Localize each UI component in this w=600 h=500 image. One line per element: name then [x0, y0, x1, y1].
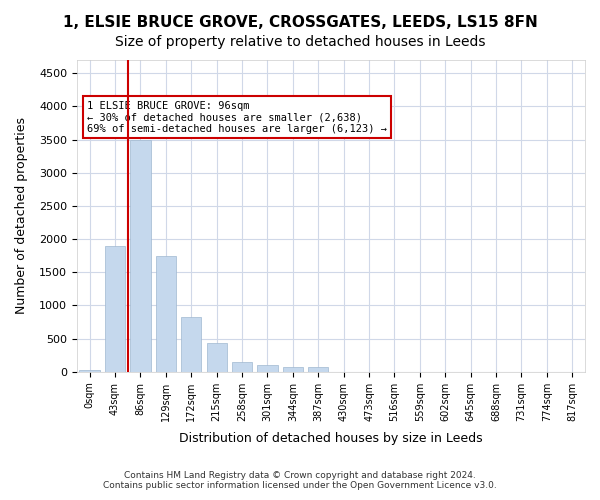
Bar — [79, 370, 100, 372]
Bar — [156, 256, 176, 372]
Bar — [130, 140, 151, 372]
Text: 1, ELSIE BRUCE GROVE, CROSSGATES, LEEDS, LS15 8FN: 1, ELSIE BRUCE GROVE, CROSSGATES, LEEDS,… — [62, 15, 538, 30]
Bar — [308, 368, 328, 372]
Bar — [206, 342, 227, 372]
Bar — [181, 318, 202, 372]
Text: 1 ELSIE BRUCE GROVE: 96sqm
← 30% of detached houses are smaller (2,638)
69% of s: 1 ELSIE BRUCE GROVE: 96sqm ← 30% of deta… — [87, 100, 387, 134]
Bar — [283, 367, 303, 372]
Text: Contains HM Land Registry data © Crown copyright and database right 2024.
Contai: Contains HM Land Registry data © Crown c… — [103, 470, 497, 490]
X-axis label: Distribution of detached houses by size in Leeds: Distribution of detached houses by size … — [179, 432, 483, 445]
Y-axis label: Number of detached properties: Number of detached properties — [15, 118, 28, 314]
Bar — [257, 366, 278, 372]
Bar — [105, 246, 125, 372]
Text: Size of property relative to detached houses in Leeds: Size of property relative to detached ho… — [115, 35, 485, 49]
Bar — [232, 362, 252, 372]
